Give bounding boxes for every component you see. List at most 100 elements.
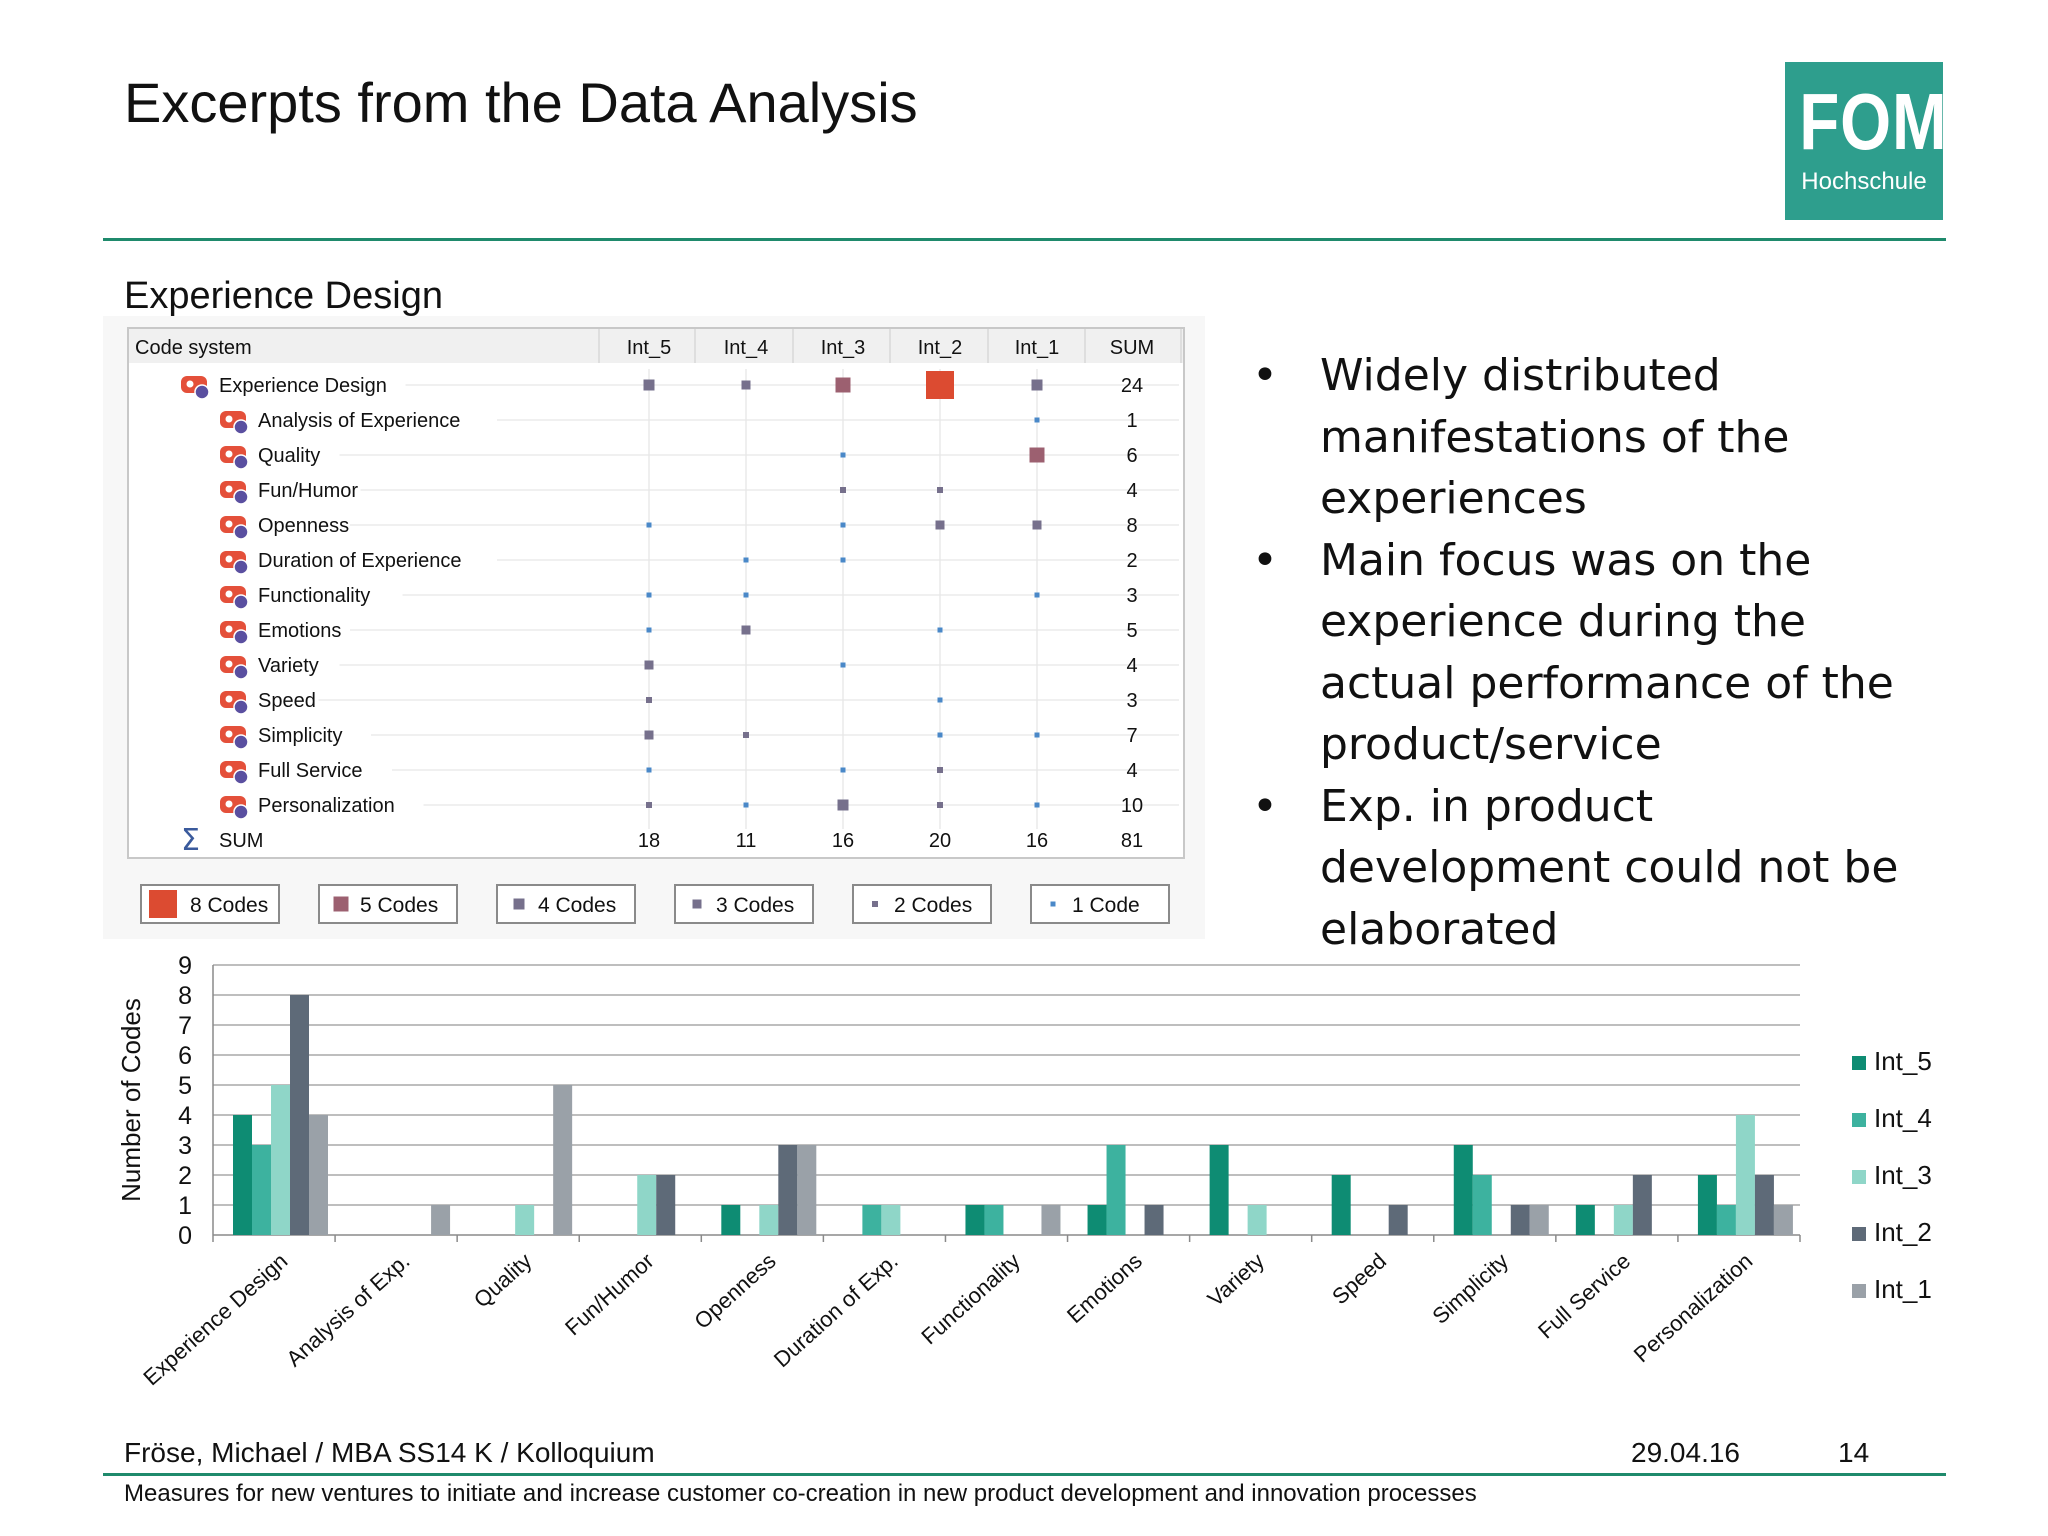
matrix-row-sum: 2 [1126,550,1137,572]
code-icon-dot [233,454,249,470]
y-tick-label: 3 [178,1132,192,1160]
logo-sub-text: Hochschule [1801,168,1927,195]
matrix-row-label: Experience Design [219,375,387,397]
code-icon-dot [233,734,249,750]
code-legend-swatch [1050,901,1056,907]
bar-int-4 [252,1145,271,1235]
footer-date: 29.04.16 [1631,1437,1740,1468]
code-matrix-svg: Code system Int_5 Int_4 Int_3 Int_2 Int_1 SUM E… [129,329,1183,857]
matrix-row-sum: 3 [1126,585,1137,607]
code-legend-label: 1 Code [1072,894,1140,917]
code-icon [220,516,249,540]
matrix-cell-marker [646,627,652,633]
matrix-cell-marker [646,767,652,773]
code-legend-item: 1 Code [1030,884,1170,924]
matrix-row-sum: 7 [1126,725,1137,747]
code-icon [220,621,249,645]
bar-int-3 [515,1205,535,1235]
code-legend-swatch [149,890,177,918]
matrix-cell-marker [741,625,751,635]
legend-swatch [1852,1170,1866,1184]
matrix-row-label: Quality [258,445,320,467]
matrix-column-sum: 18 [638,830,660,852]
code-icon-dot [233,769,249,785]
bar-int-3 [1613,1205,1633,1235]
code-legend-item: 8 Codes [140,884,280,924]
fom-logo: FOM Hochschule [1785,62,1947,220]
code-icon [220,481,249,505]
bullet-item: Main focus was on the experience during … [1250,530,1950,776]
bar-int-3 [881,1205,901,1235]
x-category-label: Speed [1327,1248,1391,1309]
bar-int-5 [1697,1175,1717,1235]
header-divider [103,238,1946,241]
y-tick-label: 1 [178,1192,192,1220]
matrix-cell-marker [1034,417,1040,423]
legend-label: Int_4 [1874,1103,1932,1133]
matrix-column-header: Int_3 [821,337,865,359]
code-icon-hole [225,485,233,493]
matrix-cell-marker [840,662,846,668]
bar-int-2 [778,1145,798,1235]
matrix-header-bg [129,329,1183,363]
x-category-label: Openness [689,1248,780,1334]
matrix-header-code-system: Code system [135,337,252,359]
matrix-row-sum: 4 [1126,480,1137,502]
bullet-item: Widely distributed manifestations of the… [1250,345,1950,530]
code-legend-label: 5 Codes [360,894,439,917]
matrix-cell-marker [926,371,954,399]
bar-int-4 [1716,1205,1736,1235]
code-icon-hole [225,660,233,668]
matrix-column-header: Int_5 [627,337,671,359]
matrix-row-sum: 1 [1126,410,1137,432]
matrix-cell-marker [840,522,846,528]
x-category-label: Variety [1203,1248,1269,1311]
matrix-sum-label: SUM [219,830,263,852]
matrix-row-sum: 10 [1121,795,1143,817]
bar-int-2 [1632,1175,1652,1235]
bar-int-2 [1754,1175,1774,1235]
bar-int-1 [1041,1205,1061,1235]
matrix-row-label: Openness [258,515,349,537]
code-icon-dot [233,629,249,645]
code-icon [220,446,249,470]
code-icon [220,761,249,785]
matrix-row-label: Personalization [258,795,395,817]
bar-int-5 [1087,1205,1107,1235]
matrix-row-label: Speed [258,690,316,712]
x-category-label: Simplicity [1427,1248,1513,1329]
code-icon [220,586,249,610]
matrix-cell-marker [646,802,652,808]
matrix-column-sum: 11 [736,830,757,852]
x-category-label: Fun/Humor [560,1248,659,1340]
code-legend-label: 2 Codes [894,894,973,917]
bar-int-4 [1106,1145,1126,1235]
matrix-cell-marker [646,592,652,598]
bar-int-2 [290,995,309,1235]
code-legend-label: 8 Codes [190,894,269,917]
code-icon-hole [225,520,233,528]
x-category-label: Functionality [916,1248,1025,1349]
y-tick-label: 2 [178,1162,192,1190]
matrix-cell-marker [1029,447,1045,463]
bar-int-2 [1510,1205,1530,1235]
matrix-cell-marker [840,452,846,458]
y-tick-label: 7 [178,1012,192,1040]
code-icon-hole [186,380,194,388]
code-icon-hole [225,765,233,773]
code-icon-hole [225,625,233,633]
code-icon [220,656,249,680]
matrix-row-sum: 3 [1126,690,1137,712]
matrix-cell-marker [1031,379,1043,391]
matrix-cell-marker [840,767,846,773]
code-icon-dot [233,559,249,575]
code-legend-swatch [692,899,702,909]
matrix-cell-marker [1032,520,1042,530]
code-legend-item: 5 Codes [318,884,458,924]
matrix-cell-marker [840,557,846,563]
bar-int-2 [1144,1205,1164,1235]
matrix-cell-marker [743,557,749,563]
code-icon [220,411,249,435]
bar-int-1 [1529,1205,1549,1235]
sum-sigma-icon: Σ [181,823,200,857]
